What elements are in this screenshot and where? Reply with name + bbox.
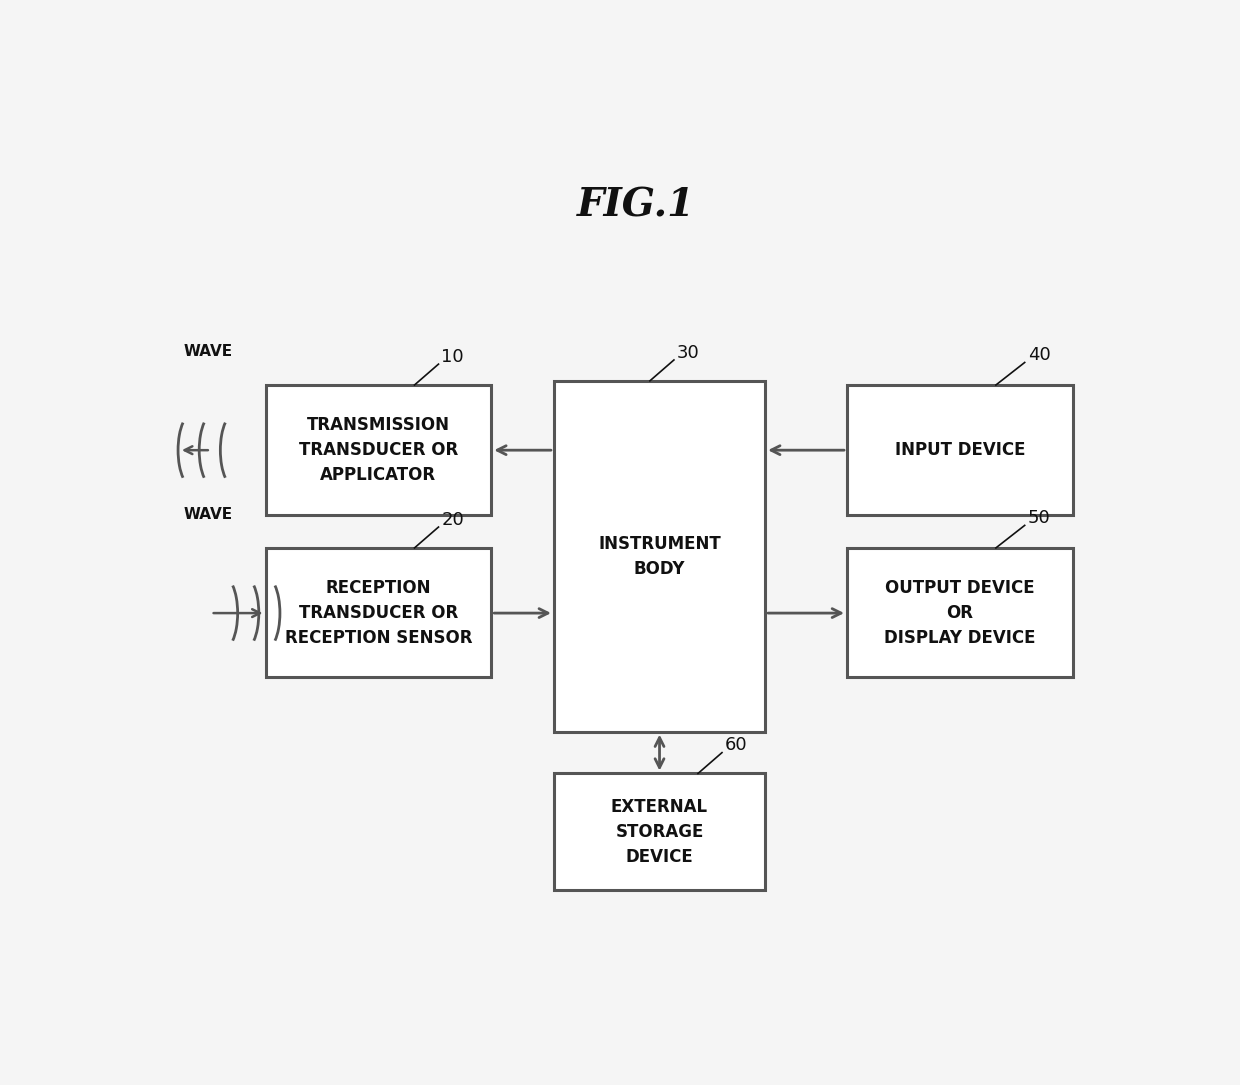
Text: INPUT DEVICE: INPUT DEVICE bbox=[894, 441, 1025, 459]
Bar bbox=[554, 381, 765, 731]
Text: 60: 60 bbox=[725, 737, 748, 754]
Text: 40: 40 bbox=[1028, 346, 1050, 365]
Text: WAVE: WAVE bbox=[184, 507, 233, 522]
Text: 10: 10 bbox=[441, 348, 464, 366]
Text: TRANSMISSION
TRANSDUCER OR
APPLICATOR: TRANSMISSION TRANSDUCER OR APPLICATOR bbox=[299, 416, 458, 484]
Bar bbox=[265, 548, 491, 677]
Bar bbox=[265, 385, 491, 514]
Text: RECEPTION
TRANSDUCER OR
RECEPTION SENSOR: RECEPTION TRANSDUCER OR RECEPTION SENSOR bbox=[285, 578, 472, 647]
Bar bbox=[554, 774, 765, 891]
Bar bbox=[847, 385, 1073, 514]
Text: OUTPUT DEVICE
OR
DISPLAY DEVICE: OUTPUT DEVICE OR DISPLAY DEVICE bbox=[884, 578, 1035, 647]
Text: 50: 50 bbox=[1028, 509, 1050, 527]
Text: INSTRUMENT
BODY: INSTRUMENT BODY bbox=[598, 535, 720, 578]
Bar bbox=[847, 548, 1073, 677]
Text: 20: 20 bbox=[441, 511, 464, 528]
Text: 30: 30 bbox=[677, 344, 699, 361]
Text: WAVE: WAVE bbox=[184, 344, 233, 359]
Text: FIG.1: FIG.1 bbox=[577, 187, 694, 225]
Text: EXTERNAL
STORAGE
DEVICE: EXTERNAL STORAGE DEVICE bbox=[611, 797, 708, 866]
